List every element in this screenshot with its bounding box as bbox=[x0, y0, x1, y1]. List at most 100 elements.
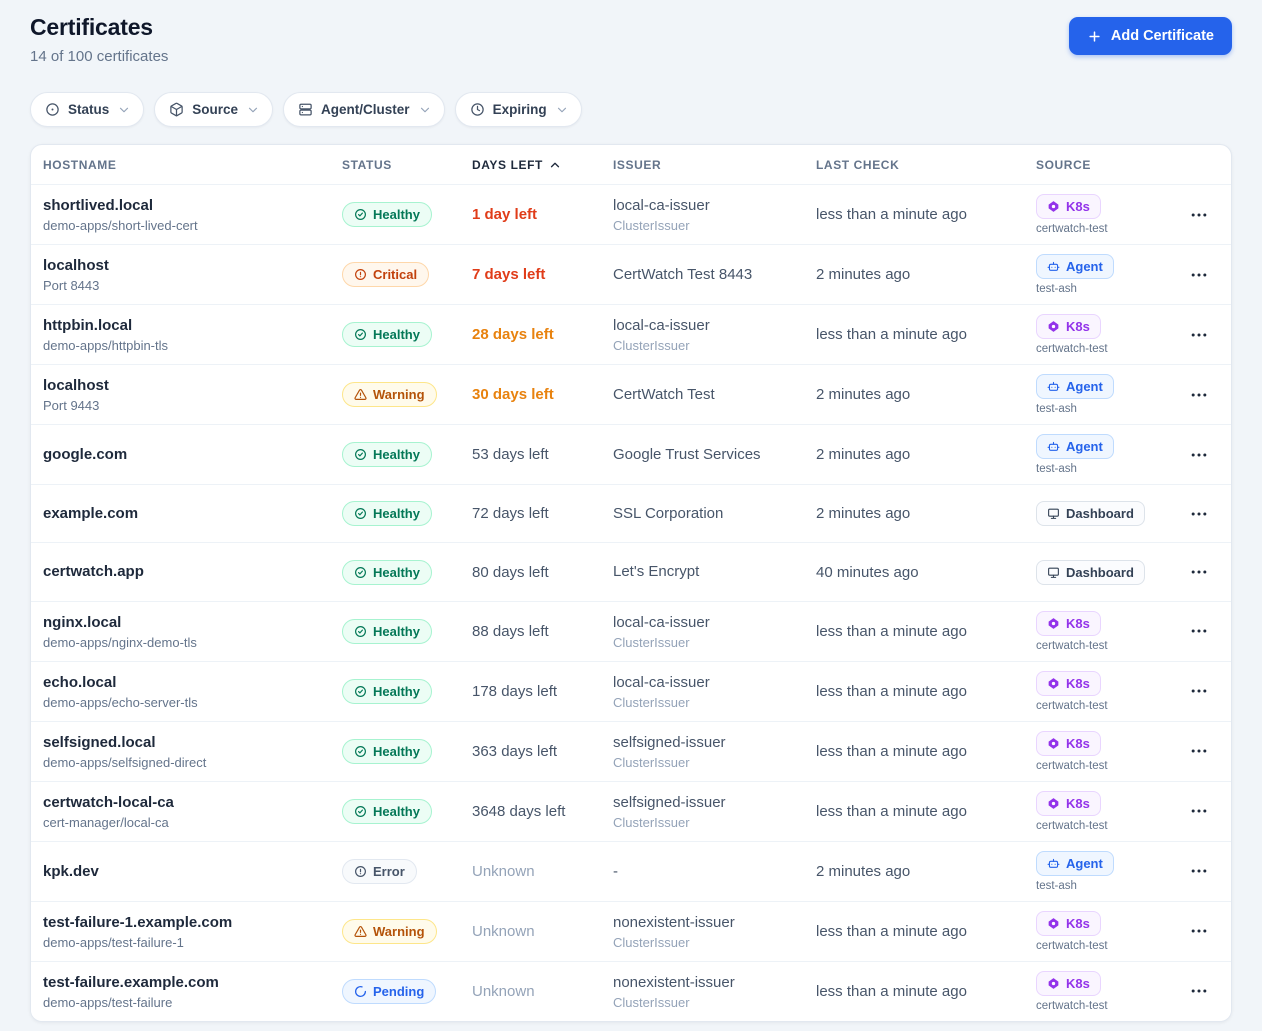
alert-circle-icon bbox=[354, 268, 367, 281]
issuer: CertWatch Test bbox=[613, 385, 715, 403]
source-sub: test-ash bbox=[1036, 879, 1077, 892]
table-row[interactable]: localhost Port 9443 Warning 30 days left… bbox=[31, 365, 1231, 425]
days-left: 7 days left bbox=[472, 266, 546, 283]
row-menu-button[interactable] bbox=[1189, 740, 1211, 762]
status-badge: Healthy bbox=[342, 559, 432, 585]
row-menu-button[interactable] bbox=[1189, 324, 1211, 346]
table-row[interactable]: selfsigned.local demo-apps/selfsigned-di… bbox=[31, 721, 1231, 782]
table-row[interactable]: test-failure-1.example.com demo-apps/tes… bbox=[31, 901, 1231, 962]
ellipsis-icon bbox=[1189, 741, 1209, 761]
row-menu-button[interactable] bbox=[1189, 384, 1211, 406]
source-label: Agent bbox=[1066, 439, 1103, 454]
column-header-hostname[interactable]: Hostname bbox=[43, 157, 117, 172]
hostname-sub: Port 9443 bbox=[43, 397, 100, 413]
table-row[interactable]: test-failure.example.com demo-apps/test-… bbox=[31, 961, 1231, 1021]
status-badge: Healthy bbox=[342, 442, 432, 467]
table-row[interactable]: certwatch.app Healthy 80 days left Let's… bbox=[31, 543, 1231, 602]
source-sub: certwatch-test bbox=[1036, 939, 1108, 952]
row-menu-button[interactable] bbox=[1189, 620, 1211, 642]
source-label: Agent bbox=[1066, 855, 1103, 871]
add-certificate-button[interactable]: Add Certificate bbox=[1068, 17, 1232, 55]
ellipsis-icon bbox=[1189, 562, 1209, 582]
table-row[interactable]: httpbin.local demo-apps/httpbin-tls Heal… bbox=[31, 305, 1231, 365]
row-menu-button[interactable] bbox=[1189, 503, 1211, 525]
hostname: selfsigned.local bbox=[43, 734, 156, 752]
table-row[interactable]: kpk.dev Error Unknown - 2 minutes ago Ag… bbox=[31, 841, 1231, 902]
days-left: Unknown bbox=[472, 922, 535, 940]
status-badge: Healthy bbox=[342, 678, 432, 704]
actions-cell bbox=[1174, 680, 1231, 702]
issuer-cell: local-ca-issuer ClusterIssuer bbox=[601, 307, 804, 362]
filter-expiring[interactable]: Expiring bbox=[454, 92, 582, 127]
ellipsis-icon bbox=[1189, 265, 1209, 285]
actions-cell bbox=[1174, 561, 1231, 583]
status-badge: Healthy bbox=[342, 322, 432, 347]
row-menu-button[interactable] bbox=[1189, 561, 1211, 583]
hostname: kpk.dev bbox=[43, 862, 99, 880]
status-badge: Warning bbox=[342, 382, 437, 407]
source-cell: Agent test-ash bbox=[1024, 245, 1174, 304]
row-menu-button[interactable] bbox=[1189, 860, 1211, 882]
hostname-sub: demo-apps/nginx-demo-tls bbox=[43, 634, 197, 650]
column-header-issuer[interactable]: Issuer bbox=[613, 157, 662, 172]
source-label: K8s bbox=[1066, 735, 1090, 751]
column-header-days-left[interactable]: Days Left bbox=[460, 158, 601, 172]
last-check: 2 minutes ago bbox=[816, 862, 911, 880]
status-cell: Healthy bbox=[330, 730, 460, 773]
status-label: Healthy bbox=[373, 623, 420, 639]
days-left: 53 days left bbox=[472, 446, 549, 463]
table-row[interactable]: echo.local demo-apps/echo-server-tls Hea… bbox=[31, 661, 1231, 722]
source-label: K8s bbox=[1066, 675, 1090, 691]
source-badge: K8s bbox=[1036, 970, 1101, 996]
source-cell: Agent test-ash bbox=[1024, 425, 1174, 484]
table-row[interactable]: certwatch-local-ca cert-manager/local-ca… bbox=[31, 781, 1231, 842]
row-menu-button[interactable] bbox=[1189, 444, 1211, 466]
helm-icon bbox=[1047, 677, 1060, 690]
source-sub: certwatch-test bbox=[1036, 223, 1108, 235]
column-header-source[interactable]: Source bbox=[1036, 157, 1091, 172]
status-label: Healthy bbox=[373, 803, 420, 819]
issuer-sub: ClusterIssuer bbox=[613, 694, 690, 710]
row-menu-button[interactable] bbox=[1189, 680, 1211, 702]
filter-source[interactable]: Source bbox=[154, 92, 274, 127]
row-menu-button[interactable] bbox=[1189, 204, 1211, 226]
status-cell: Healthy bbox=[330, 670, 460, 713]
table-row[interactable]: google.com Healthy 53 days left Google T… bbox=[31, 425, 1231, 485]
issuer-cell: - bbox=[601, 853, 804, 891]
source-badge: Agent bbox=[1036, 434, 1114, 459]
package-icon bbox=[169, 102, 184, 117]
last-check: less than a minute ago bbox=[816, 206, 967, 223]
hostname: test-failure-1.example.com bbox=[43, 914, 233, 932]
issuer-sub: ClusterIssuer bbox=[613, 337, 690, 353]
issuer: - bbox=[613, 862, 618, 880]
status-cell: Warning bbox=[330, 910, 460, 953]
table-row[interactable]: example.com Healthy 72 days left SSL Cor… bbox=[31, 485, 1231, 544]
source-label: K8s bbox=[1066, 975, 1090, 991]
source-sub: certwatch-test bbox=[1036, 819, 1108, 832]
table-row[interactable]: shortlived.local demo-apps/short-lived-c… bbox=[31, 185, 1231, 245]
bot-icon bbox=[1047, 380, 1060, 393]
bot-icon bbox=[1047, 260, 1060, 273]
row-menu-button[interactable] bbox=[1189, 800, 1211, 822]
ellipsis-icon bbox=[1189, 205, 1209, 225]
table-row[interactable]: nginx.local demo-apps/nginx-demo-tls Hea… bbox=[31, 601, 1231, 662]
actions-cell bbox=[1174, 920, 1231, 942]
row-menu-button[interactable] bbox=[1189, 264, 1211, 286]
last-check: less than a minute ago bbox=[816, 922, 967, 940]
source-label: Dashboard bbox=[1066, 564, 1134, 580]
source-badge: K8s bbox=[1036, 610, 1101, 636]
filter-status[interactable]: Status bbox=[30, 92, 145, 127]
column-header-last-check[interactable]: Last Check bbox=[816, 157, 900, 172]
status-badge: Healthy bbox=[342, 202, 432, 227]
source-label: Dashboard bbox=[1066, 506, 1134, 522]
row-menu-button[interactable] bbox=[1189, 920, 1211, 942]
issuer-cell: local-ca-issuer ClusterIssuer bbox=[601, 604, 804, 659]
check-circle-icon bbox=[354, 805, 367, 818]
last-check: less than a minute ago bbox=[816, 682, 967, 700]
filter-agent-cluster[interactable]: Agent/Cluster bbox=[283, 92, 445, 127]
column-header-status[interactable]: Status bbox=[342, 157, 392, 172]
table-row[interactable]: localhost Port 8443 Critical 7 days left… bbox=[31, 245, 1231, 305]
issuer-sub: ClusterIssuer bbox=[613, 994, 690, 1010]
status-badge: Healthy bbox=[342, 501, 432, 527]
row-menu-button[interactable] bbox=[1189, 980, 1211, 1002]
